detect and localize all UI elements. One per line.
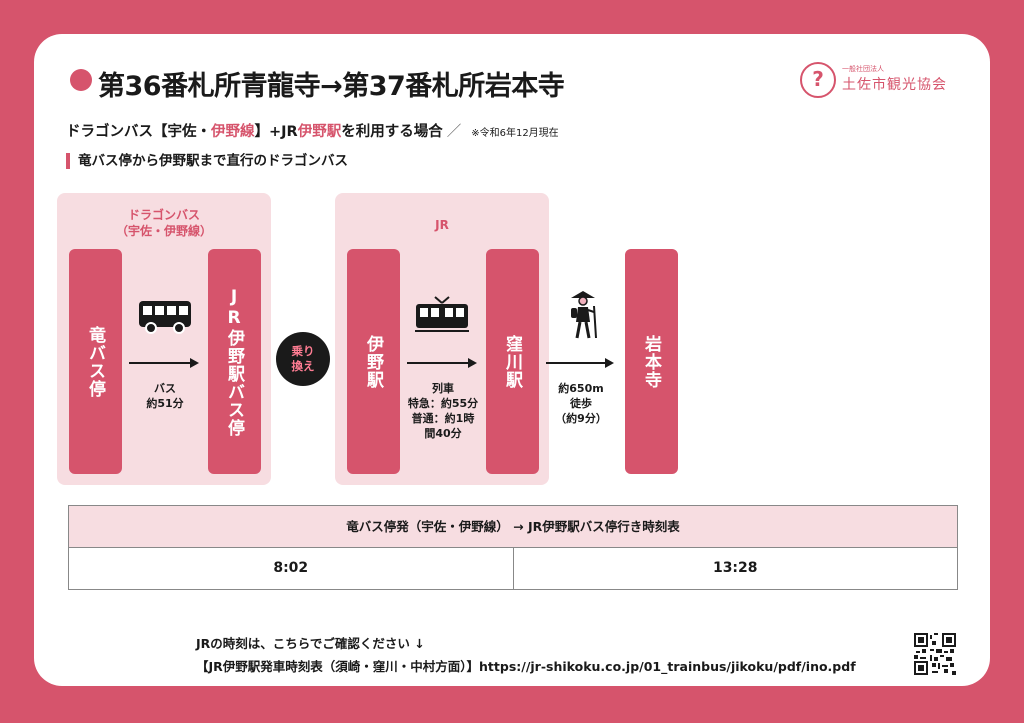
stop-iwamotoji-label: 岩本寺 [641,334,661,389]
subtitle-part1: ドラゴンバス【宇佐・ [66,124,211,140]
stop-kubokawa: 窪川駅 [486,249,539,474]
stop-iwamotoji: 岩本寺 [625,249,678,474]
transfer-badge: 乗り 換え [276,332,330,386]
train-caption-line2: 特急：約55分 [407,397,479,410]
walk-caption-line1: 約650m [558,382,604,395]
bus-panel-label-line2: （宇佐・伊野線） [115,224,212,238]
timetable-header: 竜バス停発（宇佐・伊野線） → JR伊野駅バス停行き時刻表 [69,506,957,548]
train-caption: 列車 特急：約55分 普通：約1時 間40分 [405,381,481,441]
walk-caption-line3: （約9分） [555,412,607,425]
bus-caption-line1: バス [154,382,176,395]
section-label: 竜バス停から伊野駅まで直行のドラゴンバス [66,153,348,169]
stop-ino-label: 伊野駅 [363,334,383,389]
stop-start: 竜バス停 [69,249,122,474]
title-bullet [70,69,92,91]
train-caption-line1: 列車 [432,382,454,395]
tourism-association-logo: ? 一般社団法人 土佐市観光協会 [800,62,960,102]
timetable: 竜バス停発（宇佐・伊野線） → JR伊野駅バス停行き時刻表 8:02 13:28 [68,505,958,590]
stop-start-label: 竜バス停 [85,325,105,398]
logo-small-text: 一般社団法人 [842,65,884,73]
train-arrow [407,358,477,368]
subtitle-part3: 】+JR [254,124,298,140]
bus-panel-label-line1: ドラゴンバス [127,208,200,222]
subtitle-slash: ／ [446,124,462,140]
bus-caption-line2: 約51分 [146,397,184,410]
route-subtitle: ドラゴンバス【宇佐・伊野線】+JR伊野駅を利用する場合／ ※令和6年12月現在 [66,120,559,141]
page-title: 第36番札所青龍寺→第37番札所岩本寺 [98,71,565,102]
jr-timetable-link[interactable]: 【JR伊野駅発車時刻表（須崎・窪川・中村方面）】https://jr-shiko… [196,659,856,674]
subtitle-part5: を利用する場合 [341,124,443,140]
qr-code-icon[interactable] [914,633,956,675]
transfer-line1: 乗り [291,344,315,358]
timetable-row: 8:02 13:28 [69,548,957,589]
walk-arrow [546,358,614,368]
train-caption-line3: 普通：約1時 [411,412,475,425]
pilgrim-icon [566,290,600,340]
train-caption-line4: 間40分 [424,427,462,440]
jr-timetable-note: JRの時刻は、こちらでご確認ください ↓ [196,636,425,651]
transfer-line2: 換え [291,359,315,373]
stop-jr-ino-bus: JR伊野駅バス停 [208,249,261,474]
timetable-time-1: 8:02 [273,560,309,576]
subtitle-part2: 伊野線 [211,124,255,140]
train-icon [415,296,469,334]
logo-name: 土佐市観光協会 [842,77,947,93]
bus-panel-label: ドラゴンバス （宇佐・伊野線） [57,207,271,239]
bus-caption: バス 約51分 [129,381,201,411]
stop-ino: 伊野駅 [347,249,400,474]
walk-caption-line2: 徒歩 [570,397,592,410]
subtitle-part4: 伊野駅 [297,124,342,140]
jr-panel-label: JR [435,218,449,232]
stop-kubokawa-label: 窪川駅 [502,334,522,389]
bus-icon [138,299,192,335]
subtitle-note: ※令和6年12月現在 [471,128,559,139]
bus-arrow [129,358,199,368]
timetable-time-2: 13:28 [512,548,958,589]
walk-caption: 約650m 徒歩 （約9分） [544,381,618,426]
stop-jr-ino-bus-label: JR伊野駅バス停 [224,286,244,437]
question-mark-logo-icon: ? [800,62,836,98]
